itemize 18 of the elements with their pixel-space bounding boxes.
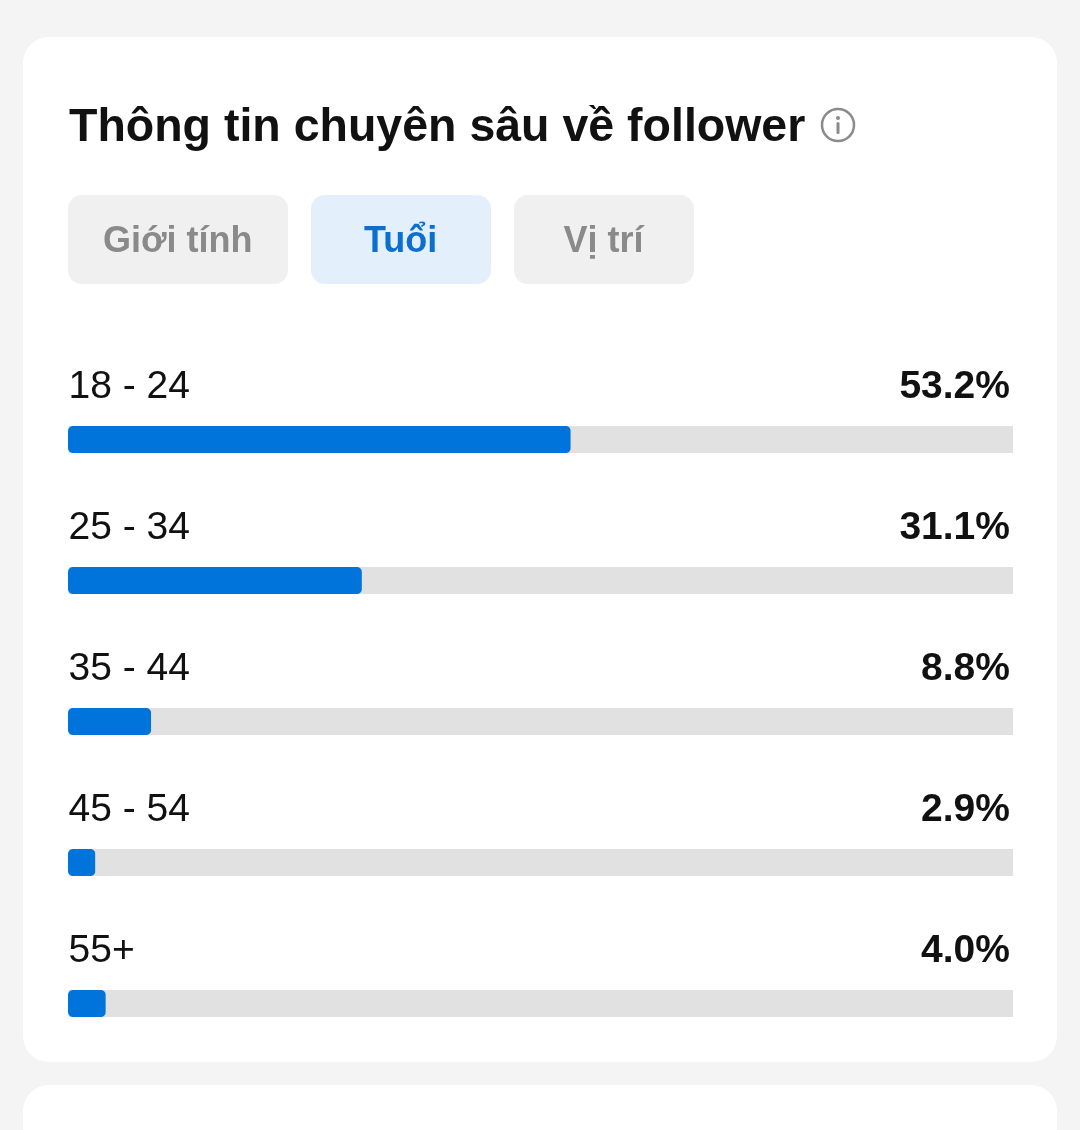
tab-button: Vị trí [513, 195, 694, 284]
data-label: 53.2% [899, 363, 1010, 406]
y-tick-label: 25 - 34 [68, 504, 190, 547]
data-label: 4.0% [921, 927, 1010, 970]
data-label: 8.8% [921, 645, 1010, 688]
bar [68, 567, 362, 594]
bar [68, 849, 96, 876]
data-label: 2.9% [921, 786, 1010, 829]
y-tick-label: 18 - 24 [68, 363, 190, 406]
tab-button: Giới tính [68, 195, 288, 284]
bar [68, 990, 106, 1017]
tab-button: Tuổi [310, 195, 491, 284]
y-tick-label: 35 - 44 [68, 645, 190, 688]
chart-title: Thông tin chuyên sâu về follower [69, 99, 806, 151]
bar [68, 708, 152, 735]
y-tick-label: 55+ [68, 927, 135, 970]
y-tick-label: 45 - 54 [68, 786, 190, 829]
data-label: 31.1% [899, 504, 1010, 547]
